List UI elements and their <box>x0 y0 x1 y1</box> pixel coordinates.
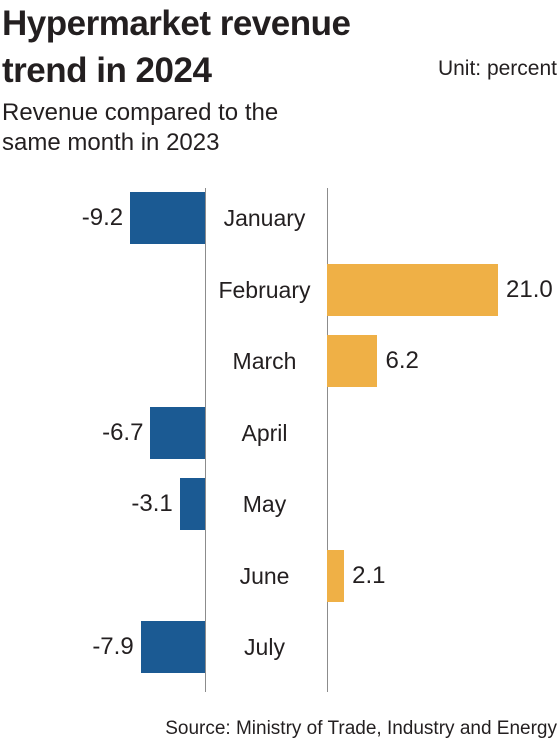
bar-february <box>327 263 498 316</box>
value-label-july: -7.9 <box>92 633 134 660</box>
value-label-april: -6.7 <box>102 418 144 446</box>
month-label-may: May <box>242 491 287 517</box>
right-axis-line <box>327 188 328 692</box>
bar-january <box>130 192 205 244</box>
chart-title: Hypermarket revenue trend in 2024 <box>2 4 351 90</box>
month-label-july: July <box>244 634 285 660</box>
value-label-february: 21.0 <box>506 275 553 303</box>
source-note: Source: Ministry of Trade, Industry and … <box>165 718 557 739</box>
bar-april <box>150 406 205 459</box>
value-label-june: 2.1 <box>352 561 386 589</box>
bar-may <box>179 478 205 530</box>
month-label-april: April <box>241 419 288 446</box>
month-label-june: June <box>239 562 290 589</box>
left-axis-line <box>205 188 206 692</box>
bar-march <box>327 335 378 387</box>
month-label-march: March <box>232 348 297 374</box>
chart-area: -9.2 January 21.0 February 6.2 March -6.7 April… <box>0 188 560 700</box>
chart-subtitle: Revenue compared to the same month in 20… <box>2 99 279 156</box>
month-label-january: January <box>223 205 306 231</box>
bar-june <box>327 549 345 602</box>
bar-july <box>140 621 205 673</box>
value-label-january: -9.2 <box>81 204 124 231</box>
unit-label: Unit: percent <box>437 57 557 80</box>
value-label-may: -3.1 <box>131 490 173 517</box>
month-label-february: February <box>218 276 311 303</box>
value-label-march: 6.2 <box>385 347 419 374</box>
